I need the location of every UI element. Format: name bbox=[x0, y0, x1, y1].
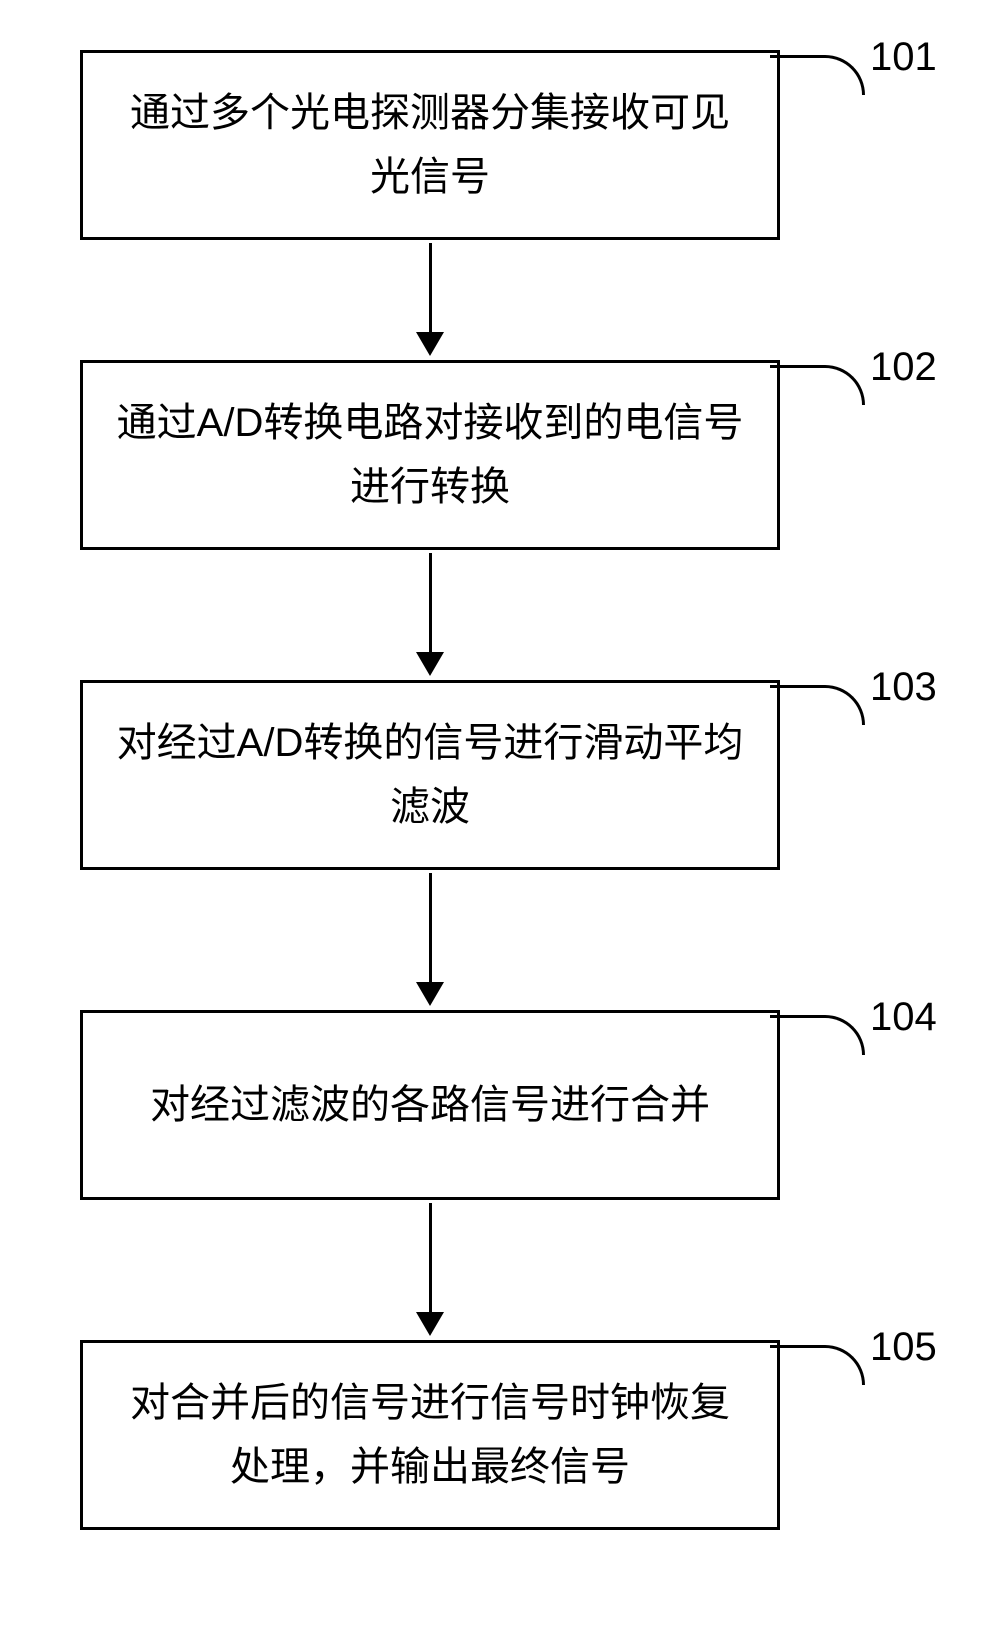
arrow-3-4 bbox=[416, 873, 444, 1006]
step-label-3: 103 bbox=[870, 665, 937, 710]
flow-box-step-4: 对经过滤波的各路信号进行合并 bbox=[80, 1010, 780, 1200]
flow-text-step-3: 对经过A/D转换的信号进行滑动平均滤波 bbox=[113, 711, 747, 839]
flow-text-step-2: 通过A/D转换电路对接收到的电信号进行转换 bbox=[113, 391, 747, 519]
flow-box-step-1: 通过多个光电探测器分集接收可见光信号 bbox=[80, 50, 780, 240]
label-connector-2 bbox=[770, 365, 865, 405]
flowchart-container: 通过多个光电探测器分集接收可见光信号 101 通过A/D转换电路对接收到的电信号… bbox=[0, 0, 1004, 1652]
step-label-2: 102 bbox=[870, 345, 937, 390]
label-connector-5 bbox=[770, 1345, 865, 1385]
flow-text-step-1: 通过多个光电探测器分集接收可见光信号 bbox=[113, 81, 747, 209]
label-connector-4 bbox=[770, 1015, 865, 1055]
flow-text-step-4: 对经过滤波的各路信号进行合并 bbox=[150, 1073, 710, 1137]
step-label-1: 101 bbox=[870, 35, 937, 80]
flow-box-step-5: 对合并后的信号进行信号时钟恢复处理，并输出最终信号 bbox=[80, 1340, 780, 1530]
flow-text-step-5: 对合并后的信号进行信号时钟恢复处理，并输出最终信号 bbox=[113, 1371, 747, 1499]
arrow-2-3 bbox=[416, 553, 444, 676]
label-connector-1 bbox=[770, 55, 865, 95]
arrow-1-2 bbox=[416, 243, 444, 356]
step-label-5: 105 bbox=[870, 1325, 937, 1370]
flow-box-step-2: 通过A/D转换电路对接收到的电信号进行转换 bbox=[80, 360, 780, 550]
label-connector-3 bbox=[770, 685, 865, 725]
arrow-4-5 bbox=[416, 1203, 444, 1336]
step-label-4: 104 bbox=[870, 995, 937, 1040]
flow-box-step-3: 对经过A/D转换的信号进行滑动平均滤波 bbox=[80, 680, 780, 870]
